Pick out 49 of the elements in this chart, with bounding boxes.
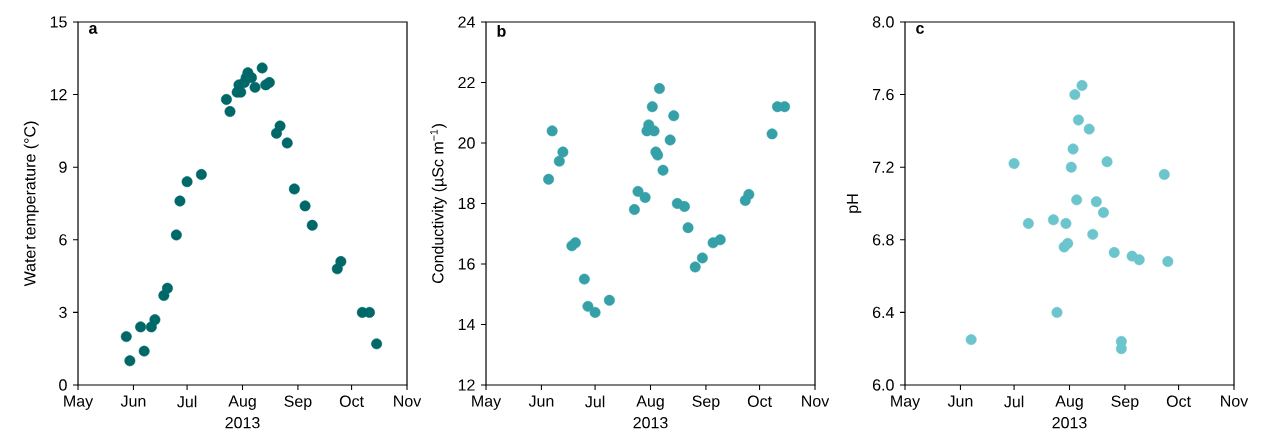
y-tick-label: 6.4 (872, 306, 894, 319)
y-tick-label: 7.2 (872, 161, 894, 173)
x-tick-label: Nov (1221, 395, 1249, 407)
x-tick-label: Jul (177, 395, 197, 408)
x-axis-title: 2013 (633, 417, 668, 429)
y-tick-label: 6.0 (872, 379, 894, 391)
x-tick-label: Oct (747, 395, 772, 407)
x-axis-title: 2013 (1052, 417, 1087, 429)
y-tick-label: 9 (59, 161, 67, 173)
y-tick-label: 6.8 (872, 234, 894, 246)
y-tick-label: 15 (50, 16, 67, 28)
y-tick-label: 14 (458, 318, 475, 330)
y-tick-label: 24 (458, 16, 475, 28)
x-tick-label: Sep (692, 395, 720, 411)
x-axis-title: 2013 (225, 417, 260, 429)
x-tick-label: Jun (528, 395, 554, 407)
y-tick-label: 3 (59, 306, 67, 319)
chart-title: c (916, 25, 924, 34)
x-tick-label: May (891, 395, 921, 410)
x-tick-label: May (64, 395, 94, 410)
y-tick-label: 16 (458, 258, 475, 270)
x-tick-label: Nov (802, 395, 830, 407)
y-tick-label: 18 (458, 197, 475, 210)
y-tick-label: 12 (50, 89, 67, 101)
x-tick-label: Sep (1111, 395, 1139, 411)
chart-title: b (497, 25, 506, 37)
y-tick-label: 20 (458, 137, 475, 149)
chart-title: a (89, 25, 98, 34)
y-tick-label: 22 (458, 76, 475, 89)
x-tick-label: Sep (284, 395, 312, 411)
y-axis-title: Water temperature (°C) (23, 121, 39, 287)
x-tick-label: Jun (947, 395, 973, 407)
y-tick-label: 6 (59, 234, 67, 246)
x-tick-label: Oct (1166, 395, 1191, 407)
x-tick-label: Aug (1055, 395, 1083, 410)
x-tick-label: Aug (636, 395, 664, 410)
x-tick-label: Jul (1004, 395, 1024, 408)
y-tick-label: 7.6 (872, 88, 894, 101)
y-axis-title: pH (846, 194, 862, 213)
x-tick-label: Nov (394, 395, 422, 407)
x-tick-label: Jun (120, 395, 146, 407)
x-tick-label: Oct (339, 395, 364, 407)
y-axis-title: Conductivity (µSc m$^{−1}$) (430, 124, 447, 284)
x-tick-label: May (472, 395, 502, 410)
y-tick-label: 12 (458, 379, 475, 391)
y-tick-label: 0 (59, 379, 67, 391)
x-tick-label: Jul (585, 395, 605, 408)
y-tick-label: 8.0 (872, 16, 894, 28)
x-tick-label: Aug (228, 395, 256, 410)
